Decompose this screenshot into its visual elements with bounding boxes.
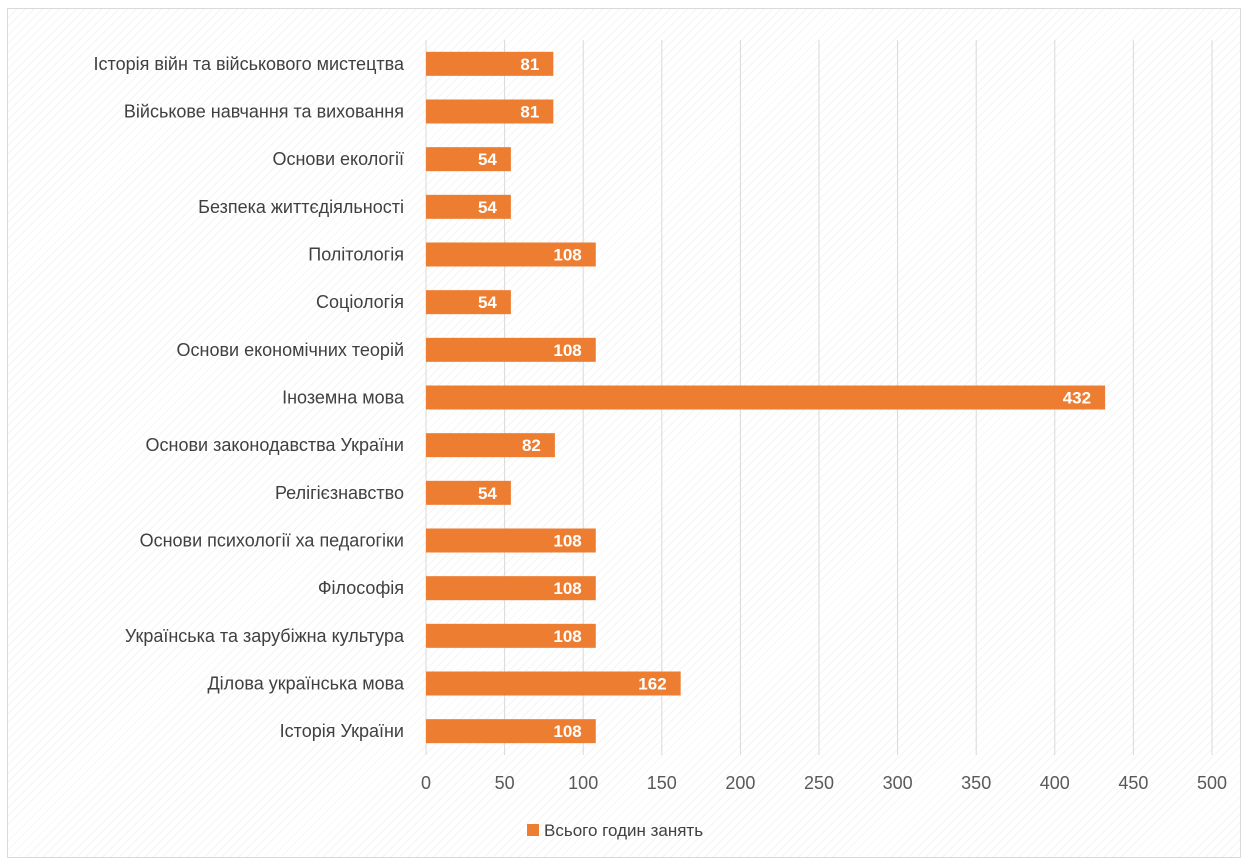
bar (426, 623, 596, 648)
x-tick-label: 0 (421, 773, 431, 793)
x-tick-label: 350 (961, 773, 991, 793)
category-label: Основи психології ха педагогіки (140, 531, 404, 551)
data-label: 54 (478, 293, 497, 312)
bar (426, 528, 596, 553)
category-label: Соціологія (316, 292, 404, 312)
bar (426, 99, 554, 124)
data-label: 108 (553, 579, 581, 598)
category-label: Історія війн та військового мистецтва (94, 54, 405, 74)
x-tick-label: 400 (1040, 773, 1070, 793)
category-label: Основи економічних теорій (177, 340, 405, 360)
data-label: 108 (553, 532, 581, 551)
legend-swatch (527, 824, 539, 836)
bar (426, 242, 596, 267)
x-tick-labels: 0 50 100 150 200 250 300 350 400 450 500 (421, 773, 1227, 793)
data-label: 81 (520, 55, 539, 74)
category-label: Основи законодавства України (146, 435, 405, 455)
legend-label: Всього годин занять (544, 821, 703, 840)
category-label: Філософія (318, 578, 404, 598)
data-label: 108 (553, 722, 581, 741)
x-tick-label: 150 (647, 773, 677, 793)
x-tick-label: 200 (725, 773, 755, 793)
bar (426, 290, 511, 315)
category-label: Історія України (280, 721, 404, 741)
legend: Всього годин занять (527, 821, 703, 840)
category-label: Безпека життєдіяльності (198, 197, 404, 217)
x-tick-label: 100 (568, 773, 598, 793)
x-tick-label: 250 (804, 773, 834, 793)
data-label: 108 (553, 246, 581, 265)
bar (426, 337, 596, 362)
data-label: 54 (478, 484, 497, 503)
bar (426, 51, 554, 76)
data-label: 54 (478, 198, 497, 217)
data-label: 82 (522, 436, 541, 455)
category-label: Ділова українська мова (207, 674, 405, 694)
bar (426, 576, 596, 601)
bars: 81 81 54 54 108 54 108 432 82 54 108 108 108 162 108 (426, 51, 1106, 744)
category-label: Військове навчання та виховання (124, 102, 404, 122)
bar (426, 194, 511, 219)
x-tick-label: 500 (1197, 773, 1227, 793)
bar (426, 719, 596, 744)
chart-area (7, 8, 1241, 858)
data-label: 432 (1063, 389, 1091, 408)
category-label: Політологія (308, 245, 404, 265)
data-label: 54 (478, 150, 497, 169)
category-label: Українська та зарубіжна культура (125, 626, 405, 646)
bar (426, 433, 555, 458)
data-label: 108 (553, 341, 581, 360)
data-label: 108 (553, 627, 581, 646)
bar (426, 385, 1106, 410)
x-tick-label: 450 (1118, 773, 1148, 793)
category-labels: Історія війн та військового мистецтва Вій… (94, 54, 405, 741)
bar (426, 480, 511, 505)
category-label: Релігієзнавство (275, 483, 404, 503)
data-label: 162 (638, 675, 666, 694)
category-label: Основи екології (272, 149, 404, 169)
category-label: Іноземна мова (282, 388, 405, 408)
x-tick-label: 300 (883, 773, 913, 793)
bar (426, 147, 511, 172)
x-tick-label: 50 (495, 773, 515, 793)
data-label: 81 (520, 103, 539, 122)
bar (426, 671, 681, 696)
